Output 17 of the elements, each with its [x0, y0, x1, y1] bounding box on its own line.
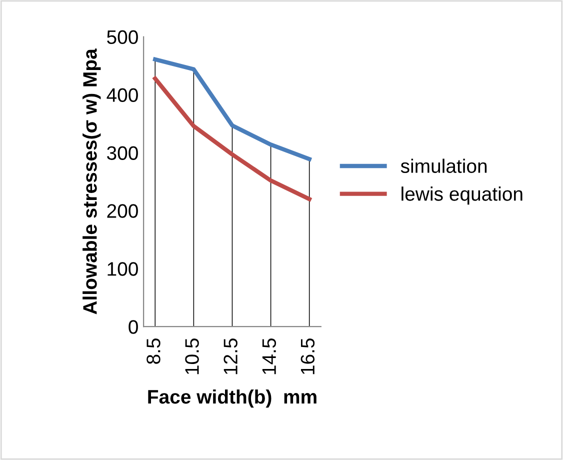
y-tick-label: 200: [107, 204, 138, 218]
y-tick-label: 300: [107, 146, 138, 160]
legend-label: simulation: [400, 158, 487, 173]
x-tick-label: 10.5: [185, 338, 199, 374]
x-axis-title: Face width(b) mm: [148, 389, 316, 408]
line-series: [153, 57, 312, 162]
y-tick-label: 500: [107, 30, 138, 44]
x-tick-label: 16.5: [300, 338, 315, 374]
y-tick-label: 0: [128, 320, 138, 334]
y-axis-title: Allowable stresses(σ w) Mpa: [82, 48, 101, 314]
legend-label: lewis equation: [402, 186, 522, 205]
line-series: [153, 76, 312, 202]
x-tick-label: 12.5: [224, 338, 238, 374]
y-tick-label: 100: [108, 262, 138, 276]
y-tick-label: 400: [106, 88, 138, 102]
x-tick-label: 8.5: [146, 338, 160, 364]
x-tick-label: 14.5: [262, 338, 276, 374]
